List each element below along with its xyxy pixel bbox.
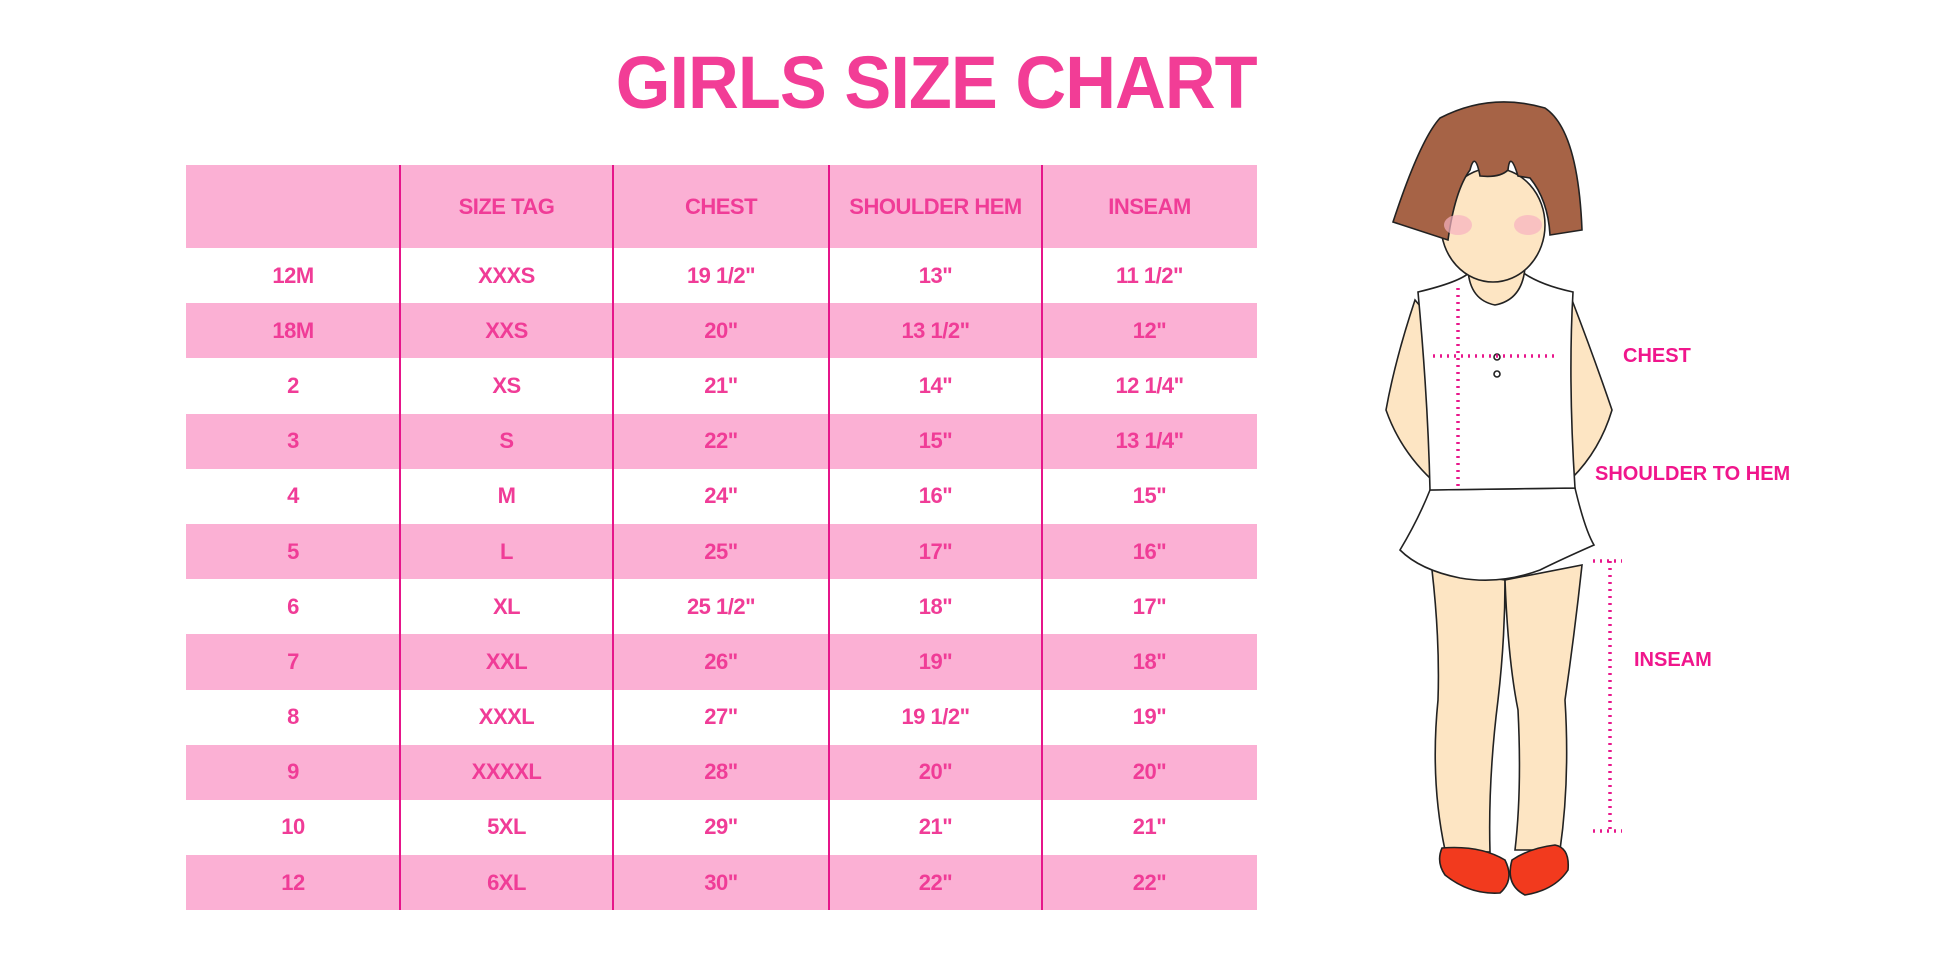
table-cell: 5: [287, 538, 299, 564]
table-cell: 13 1/4": [1115, 428, 1184, 454]
table-cell: 18": [918, 593, 953, 619]
table-cell: 16": [1132, 538, 1167, 564]
table-cell: 28": [704, 759, 738, 785]
left-shoe: [1438, 846, 1510, 894]
table-row: 12M XXXS 19 1/2" 13" 11 1/2": [186, 248, 1257, 303]
table-cell: 9: [287, 759, 299, 785]
table-cell: 15": [1132, 483, 1167, 509]
table-cell: 22": [1132, 869, 1167, 895]
table-row: 12 6XL 30" 22" 22": [186, 855, 1257, 911]
table-row: 5 L 25" 17" 16": [186, 523, 1257, 580]
table-cell: 3: [287, 428, 299, 454]
left-leg: [1431, 569, 1506, 853]
table-cell: XXS: [485, 317, 528, 343]
table-row: 2 XS 21" 14" 12 1/4": [186, 358, 1257, 413]
size-table: SIZE TAG CHEST SHOULDER HEM INSEAM 12M XXXS 19…: [186, 165, 1257, 911]
table-cell: 17": [1132, 593, 1167, 619]
table-cell: XS: [492, 372, 521, 398]
cheek: [1444, 215, 1472, 235]
table-cell: 14": [918, 372, 953, 398]
header-cell: CHEST: [684, 193, 758, 219]
table-row: 3 S 22" 15" 13 1/4": [186, 413, 1257, 469]
table-cell: 16": [918, 483, 953, 509]
table-cell: 22": [918, 869, 953, 895]
column-divider: [828, 165, 830, 910]
table-cell: 12: [281, 869, 305, 895]
table-cell: 24": [704, 483, 738, 509]
table-cell: 25 1/2": [686, 593, 756, 619]
inseam-label: INSEAM: [1634, 649, 1712, 671]
table-cell: 22": [704, 428, 738, 454]
table-cell: 18M: [272, 317, 314, 343]
table-row: 7 XXL 26" 19" 18": [186, 634, 1257, 690]
table-cell: 13": [918, 262, 953, 288]
column-divider: [1041, 165, 1043, 910]
table-cell: 17": [918, 538, 953, 564]
table-cell: 29": [704, 814, 738, 840]
table-cell: 19 1/2": [901, 704, 970, 730]
cheek: [1514, 215, 1542, 235]
right-leg: [1504, 564, 1583, 851]
left-arm: [1385, 298, 1433, 482]
header-cell: SIZE TAG: [458, 193, 555, 219]
table-cell: 21": [918, 814, 953, 840]
table-cell: 6XL: [487, 869, 526, 895]
table-row: 9 XXXXL 28" 20" 20": [186, 744, 1257, 800]
table-cell: 6: [287, 593, 299, 619]
column-divider: [612, 165, 614, 910]
table-cell: 21": [1132, 814, 1167, 840]
table-cell: 13 1/2": [901, 317, 970, 343]
table-cell: 30": [704, 869, 738, 895]
table-cell: L: [500, 538, 513, 564]
table-cell: 11 1/2": [1116, 262, 1183, 288]
table-cell: 5XL: [487, 814, 526, 840]
table-cell: 20": [704, 317, 738, 343]
table-cell: XXXS: [478, 262, 535, 288]
right-shoe: [1509, 844, 1570, 896]
table-cell: 25": [704, 538, 738, 564]
table-cell: 27": [704, 704, 738, 730]
table-cell: 7: [287, 648, 299, 674]
table-cell: 12M: [272, 262, 314, 288]
table-cell: S: [499, 428, 514, 454]
hair: [1391, 101, 1583, 242]
table-cell: 12": [1132, 317, 1167, 343]
table-cell: XXXL: [478, 704, 535, 730]
table-header-row: SIZE TAG CHEST SHOULDER HEM INSEAM: [186, 165, 1257, 248]
table-cell: 4: [287, 483, 299, 509]
table-cell: M: [497, 483, 516, 509]
table-row: 18M XXS 20" 13 1/2" 12": [186, 303, 1257, 359]
chest-label: CHEST: [1623, 345, 1691, 367]
table-cell: 15": [918, 428, 953, 454]
table-cell: 8: [287, 704, 299, 730]
table-cell: 19": [918, 648, 953, 674]
table-cell: 19": [1132, 704, 1167, 730]
header-cell: INSEAM: [1108, 193, 1191, 219]
ruffle-skirt: [1398, 487, 1596, 582]
table-cell: XXXXL: [471, 759, 542, 785]
table-cell: 20": [918, 759, 953, 785]
table-cell: 21": [704, 372, 738, 398]
table-cell: 12 1/4": [1115, 372, 1184, 398]
table-row: 10 5XL 29" 21" 21": [186, 800, 1257, 855]
table-row: 4 M 24" 16" 15": [186, 469, 1257, 524]
table-cell: 26": [704, 648, 738, 674]
table-cell: 19 1/2": [686, 262, 756, 288]
table-cell: XXL: [485, 648, 528, 674]
column-divider: [399, 165, 401, 910]
table-cell: XL: [492, 593, 521, 619]
table-row: 6 XL 25 1/2" 18" 17": [186, 579, 1257, 634]
table-cell: 10: [281, 814, 305, 840]
table-row: 8 XXXL 27" 19 1/2" 19": [186, 690, 1257, 745]
right-arm: [1567, 297, 1613, 480]
header-cell: SHOULDER HEM: [849, 193, 1022, 219]
page-title: GIRLS SIZE CHART: [616, 41, 1258, 124]
shoulder-to-hem-label: SHOULDER TO HEM: [1595, 463, 1791, 485]
table-cell: 20": [1132, 759, 1167, 785]
table-cell: 2: [287, 372, 299, 398]
table-cell: 18": [1132, 648, 1167, 674]
